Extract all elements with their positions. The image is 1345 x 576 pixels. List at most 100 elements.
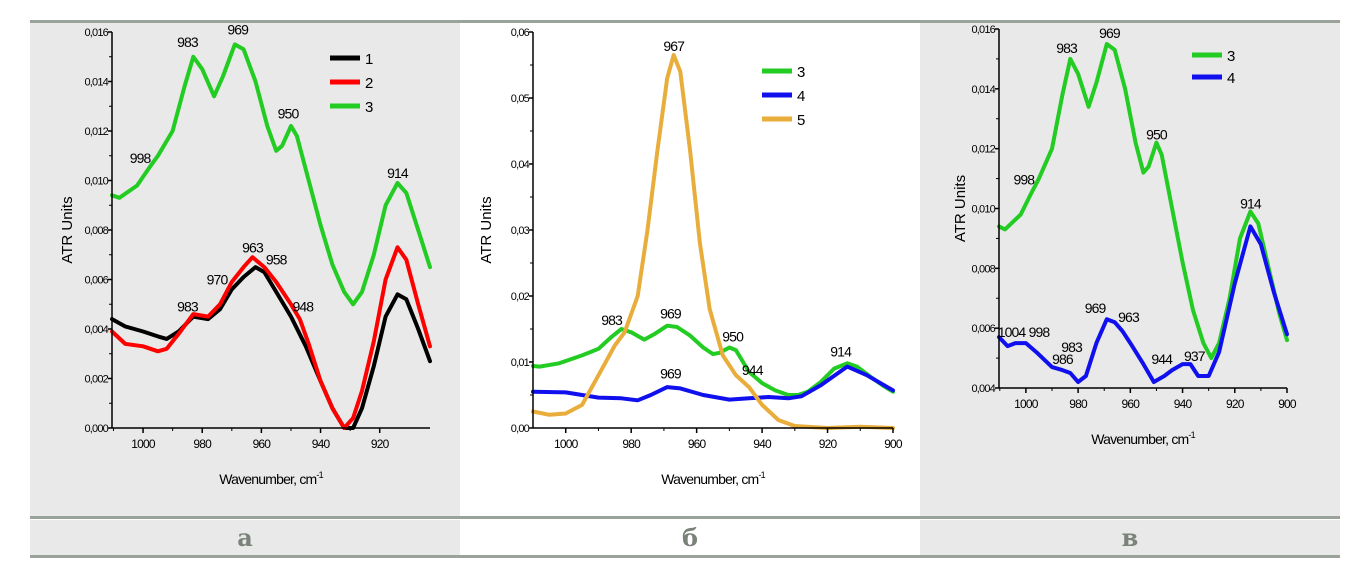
x-tick-label: 940 [1174,397,1193,411]
x-axis-label: Wavenumber, cm-1 [661,470,765,487]
peak-label: 1004 [998,324,1027,340]
chart-panel-2: 3 4 0,004 0,006 0,008 0,010 0,012 0,014 0,016 100… [952,24,1298,447]
x-tick-label: 1000 [554,437,579,451]
y-tick-label: 0,014 [971,84,995,96]
series-line-3 [110,42,432,307]
caption-b: б [460,520,920,555]
peak-label: 969 [227,21,249,37]
x-tick-label: 960 [253,437,272,451]
y-tick-label: 0,05 [511,93,530,105]
y-axis-label: ATR Units [59,196,76,263]
y-tick-label: 0,010 [971,204,995,216]
peak-label: 963 [242,239,264,255]
peak-label: 914 [1240,196,1262,212]
legend-label-3: 3 [365,99,373,116]
x-tick-label: 980 [622,437,641,451]
y-tick-label: 0,008 [971,263,995,275]
x-tick-label: 1000 [1014,397,1039,411]
x-tick-label: 960 [688,437,707,451]
y-tick-label: 0,012 [84,126,108,138]
top-divider [30,20,1340,23]
bottom-divider [30,555,1340,558]
chart-panel-1: 3 4 5 0,00 0,01 0,02 0,03 0,04 0,05 0,06 1000 980 96… [478,27,904,487]
x-tick-label: 900 [884,437,903,451]
peak-label: 948 [292,299,314,315]
x-tick-label: 920 [1226,397,1245,411]
x-axis-label: Wavenumber, cm-1 [1091,430,1195,447]
peak-label: 983 [177,34,199,50]
y-tick-label: 0,01 [511,357,530,369]
x-axis-label-superscript: -1 [758,470,765,480]
peak-label: 914 [387,165,409,181]
y-tick-label: 0,016 [84,27,108,39]
x-tick-label: 980 [193,437,212,451]
legend-label-3: 3 [797,64,805,81]
x-axis-label-superscript: -1 [316,470,323,480]
y-tick-label: 0,012 [971,144,995,156]
series-line-3 [997,42,1289,361]
x-axis-label-superscript: -1 [1188,430,1195,440]
series-line-4 [531,364,895,403]
peak-label: 998 [1013,172,1035,188]
series-line-2 [110,245,432,430]
peak-label: 950 [1146,127,1168,143]
peak-label: 944 [742,362,764,378]
peak-label: 998 [130,150,152,166]
y-tick-label: 0,000 [84,423,108,435]
x-tick-label: 980 [1069,397,1088,411]
peak-label: 950 [722,329,744,345]
caption-a: а [30,520,460,555]
caption-v: в [920,520,1340,555]
y-tick-label: 0,02 [511,291,530,303]
legend-label-3: 3 [1227,48,1235,65]
y-tick-label: 0,04 [511,159,530,171]
y-tick-label: 0,03 [511,225,530,237]
series-line-3 [531,323,895,397]
chart-panel-0: 1 2 3 0,000 0,002 0,004 0,006 0,008 0,010 0,012 0,… [59,21,432,487]
peak-label: 958 [266,252,288,268]
x-tick-label: 940 [753,437,772,451]
x-tick-label: 1000 [131,437,156,451]
legend-label-4: 4 [797,88,805,105]
peak-label: 944 [1151,351,1173,367]
x-tick-label: 940 [312,437,331,451]
x-tick-label: 900 [1278,397,1297,411]
series-line-5 [531,53,895,430]
y-tick-label: 0,014 [84,77,108,89]
series-line-4 [997,224,1289,384]
peak-label: 983 [1056,40,1078,56]
series-line-1 [110,265,432,430]
peak-label: 969 [1099,25,1121,41]
y-tick-label: 0,016 [971,24,995,36]
peak-label: 914 [830,344,852,360]
peak-label: 983 [177,299,199,315]
legend-label-2: 2 [365,75,373,92]
caption-divider [30,516,1340,519]
legend-label-4: 4 [1227,70,1235,87]
x-tick-label: 960 [1122,397,1141,411]
legend-label-5: 5 [797,112,805,129]
peak-label: 983 [1061,339,1083,355]
legend-label-1: 1 [365,51,373,68]
y-tick-label: 0,006 [84,275,108,287]
peak-label: 969 [660,366,682,382]
peak-label: 967 [663,38,685,54]
peak-label: 937 [1184,348,1206,364]
x-tick-label: 920 [371,437,390,451]
y-tick-label: 0,06 [511,27,530,39]
y-tick-label: 0,004 [971,383,995,395]
peak-label: 969 [660,305,682,321]
y-tick-label: 0,004 [84,324,108,336]
peak-label: 970 [207,271,229,287]
peak-label: 998 [1029,324,1051,340]
y-tick-label: 0,006 [971,323,995,335]
y-tick-label: 0,00 [511,423,530,435]
x-axis-label: Wavenumber, cm-1 [219,470,323,487]
peak-label: 969 [1085,300,1107,316]
peak-label: 963 [1118,309,1140,325]
y-tick-label: 0,002 [84,374,108,386]
peak-label: 983 [601,312,623,328]
peak-label: 950 [278,106,300,122]
